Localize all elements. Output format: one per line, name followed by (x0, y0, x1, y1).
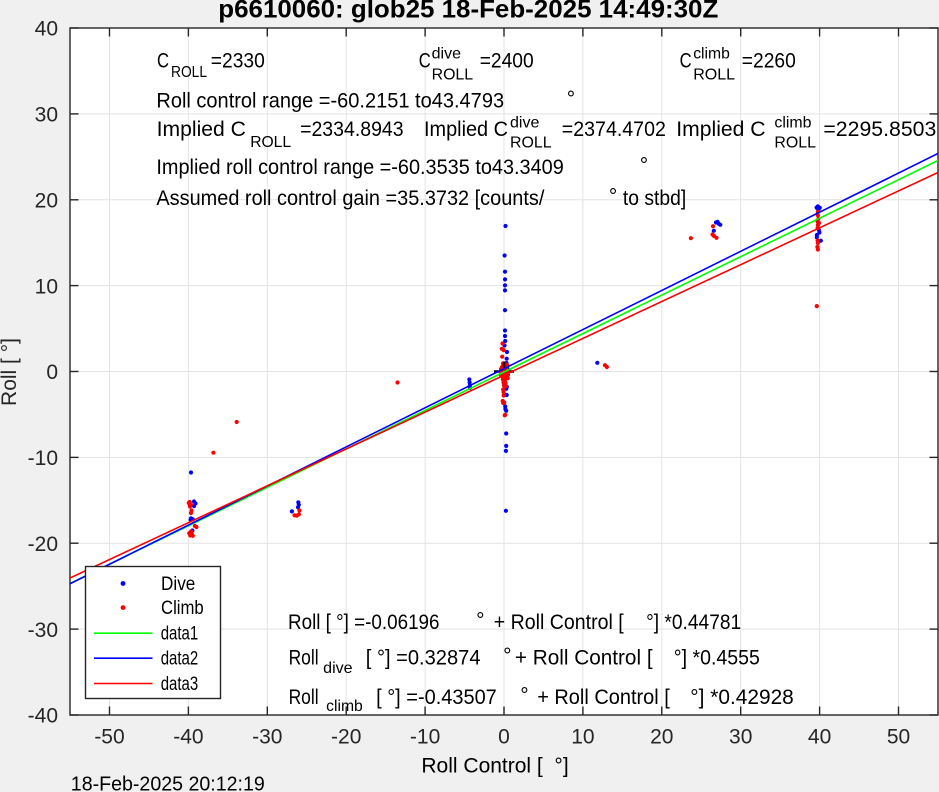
svg-text:+ Roll Control [: + Roll Control [ (515, 647, 653, 670)
svg-text:dive: dive (323, 660, 352, 677)
svg-text:Roll control range =-60.2151 t: Roll control range =-60.2151 to43.4793 (156, 90, 504, 113)
svg-text:climb: climb (774, 115, 811, 132)
svg-text:40: 40 (35, 18, 58, 41)
svg-text:climb: climb (693, 46, 730, 63)
svg-text:dive: dive (510, 115, 539, 132)
svg-text:Roll: Roll (289, 686, 319, 709)
svg-text:=2334.8943: =2334.8943 (300, 118, 404, 141)
svg-text:=2295.8503: =2295.8503 (823, 118, 936, 141)
svg-text:Assumed roll control gain =35.: Assumed roll control gain =35.3732 [coun… (156, 187, 544, 210)
svg-text:50: 50 (887, 726, 910, 749)
svg-text:Implied roll control range =-6: Implied roll control range =-60.3535 to4… (156, 156, 563, 179)
svg-text:-10: -10 (28, 447, 58, 470)
svg-text:to stbd]: to stbd] (623, 187, 686, 210)
svg-text:climb: climb (326, 698, 363, 715)
svg-text:0: 0 (46, 361, 58, 384)
svg-text:40: 40 (808, 726, 831, 749)
svg-text:°: ° (640, 154, 648, 177)
svg-text:ROLL: ROLL (171, 64, 207, 81)
svg-text:Implied C: Implied C (424, 118, 508, 141)
svg-text:+ Roll Control [: + Roll Control [ (494, 611, 624, 634)
svg-text:°: ° (567, 88, 575, 111)
svg-text:°: ° (476, 609, 484, 632)
svg-text:Roll [ °]: Roll [ °] (0, 338, 21, 406)
svg-text:=2330: =2330 (211, 50, 265, 73)
svg-text:-50: -50 (94, 726, 124, 749)
svg-text:[ °] =0.32874: [ °] =0.32874 (366, 647, 481, 670)
svg-text:data3: data3 (161, 674, 199, 695)
svg-text:10: 10 (35, 275, 58, 298)
svg-text:°] *0.4555: °] *0.4555 (674, 647, 760, 670)
svg-text:18-Feb-2025 20:12:19: 18-Feb-2025 20:12:19 (71, 774, 265, 792)
svg-text:Dive: Dive (161, 574, 195, 595)
svg-text:30: 30 (729, 726, 752, 749)
svg-text:data2: data2 (161, 649, 199, 670)
svg-text:Roll Control [ °]: Roll Control [ °] (421, 755, 568, 778)
svg-text:-30: -30 (28, 619, 58, 642)
svg-text:dive: dive (432, 46, 461, 63)
svg-text:30: 30 (35, 104, 58, 127)
svg-text:C: C (157, 50, 169, 73)
svg-text:-30: -30 (252, 726, 282, 749)
svg-text:20: 20 (650, 726, 673, 749)
svg-text:°: ° (503, 645, 511, 668)
svg-text:10: 10 (571, 726, 594, 749)
svg-text:0: 0 (498, 726, 510, 749)
svg-text:ROLL: ROLL (510, 135, 552, 152)
svg-text:Roll [ °] =-0.06196: Roll [ °] =-0.06196 (288, 611, 440, 634)
svg-text:-40: -40 (28, 705, 58, 728)
svg-text:-20: -20 (331, 726, 361, 749)
svg-text:°] *0.44781: °] *0.44781 (646, 611, 741, 634)
svg-text:Climb: Climb (161, 598, 204, 619)
svg-text:Roll: Roll (289, 647, 319, 670)
svg-text:=2260: =2260 (742, 50, 796, 73)
svg-text:-40: -40 (173, 726, 203, 749)
svg-text:Implied C: Implied C (157, 118, 246, 141)
svg-text:ROLL: ROLL (250, 134, 291, 151)
svg-text:°: ° (609, 185, 617, 208)
svg-text:=2400: =2400 (480, 50, 534, 73)
svg-text:data1: data1 (161, 624, 199, 645)
svg-text:°] *0.42928: °] *0.42928 (690, 686, 794, 709)
svg-text:+ Roll Control [: + Roll Control [ (537, 686, 670, 709)
svg-text:ROLL: ROLL (774, 135, 816, 152)
svg-text:C: C (680, 50, 692, 73)
svg-text:ROLL: ROLL (693, 67, 735, 84)
svg-text:p6610060: glob25 18-Feb-2025 1: p6610060: glob25 18-Feb-2025 14:49:30Z (218, 0, 718, 24)
svg-text:=2374.4702: =2374.4702 (562, 118, 666, 141)
svg-text:°: ° (520, 684, 528, 707)
svg-text:C: C (419, 50, 431, 73)
svg-text:-10: -10 (410, 726, 440, 749)
svg-text:-20: -20 (28, 533, 58, 556)
svg-text:ROLL: ROLL (432, 67, 474, 84)
svg-text:Implied C: Implied C (676, 118, 765, 141)
svg-text:20: 20 (35, 189, 58, 212)
svg-text:[ °] =-0.43507: [ °] =-0.43507 (376, 686, 497, 709)
